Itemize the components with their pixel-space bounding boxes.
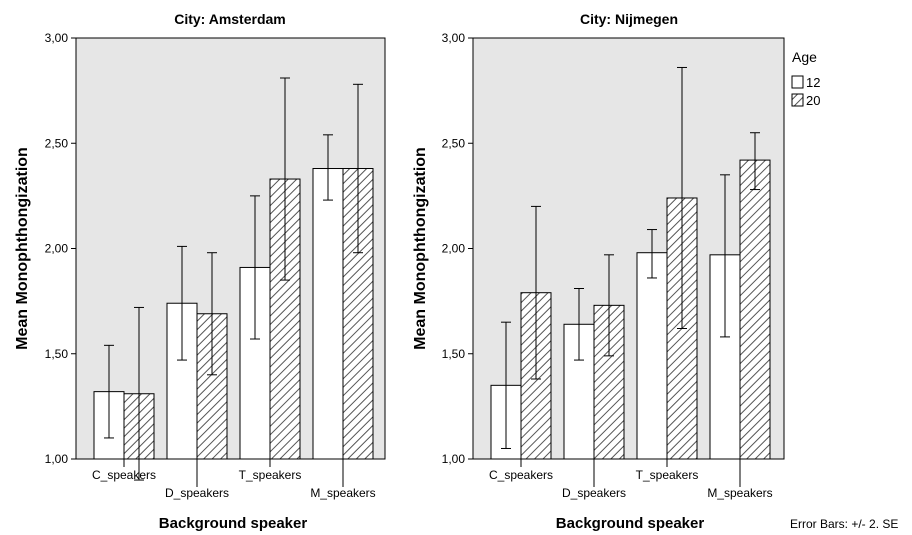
- x-tick-label: M_speakers: [310, 486, 375, 500]
- error-bar-note: Error Bars: +/- 2. SE: [790, 517, 898, 531]
- x-axis-label: Background speaker: [159, 515, 308, 532]
- y-tick-label: 1,50: [442, 347, 466, 361]
- panel-nijmegen: 1,00 1,50 2,00 2,50 3,00 C_speakers D_speaker…: [412, 11, 785, 532]
- y-axis-label: Mean Monophthongization: [412, 147, 429, 350]
- y-axis-label: Mean Monophthongization: [14, 147, 31, 350]
- chart-title: City: Nijmegen: [580, 11, 678, 27]
- y-tick-label: 2,00: [442, 242, 466, 256]
- legend-item-label: 12: [806, 75, 820, 90]
- x-tick-label: D_speakers: [165, 486, 229, 500]
- y-tick-label: 2,50: [442, 136, 466, 150]
- legend-title: Age: [792, 49, 817, 65]
- y-tick-label: 3,00: [45, 31, 69, 45]
- x-tick-label: M_speakers: [707, 486, 772, 500]
- panel-amsterdam: 1,00 1,50 2,00 2,50 3,00 C_speakers D_speaker…: [14, 11, 386, 532]
- bar: [636, 252, 668, 460]
- x-axis-label: Background speaker: [556, 515, 705, 532]
- y-tick-label: 1,00: [45, 452, 69, 466]
- legend-swatch-plain: [791, 75, 804, 89]
- x-tick-label: C_speakers: [489, 468, 553, 482]
- chart-title: City: Amsterdam: [174, 11, 286, 27]
- y-tick-label: 2,00: [45, 242, 69, 256]
- legend-swatch-hatched: [791, 93, 804, 107]
- x-tick-label: T_speakers: [636, 468, 699, 482]
- bar: [312, 168, 344, 460]
- y-tick-label: 3,00: [442, 31, 466, 45]
- legend: Age 12 20: [791, 49, 820, 108]
- x-tick-label: D_speakers: [562, 486, 626, 500]
- x-tick-label: C_speakers: [92, 468, 156, 482]
- bar: [739, 159, 771, 460]
- y-tick-label: 2,50: [45, 136, 69, 150]
- y-tick-label: 1,00: [442, 452, 466, 466]
- legend-item-label: 20: [806, 93, 820, 108]
- x-tick-label: T_speakers: [239, 468, 302, 482]
- y-tick-label: 1,50: [45, 347, 69, 361]
